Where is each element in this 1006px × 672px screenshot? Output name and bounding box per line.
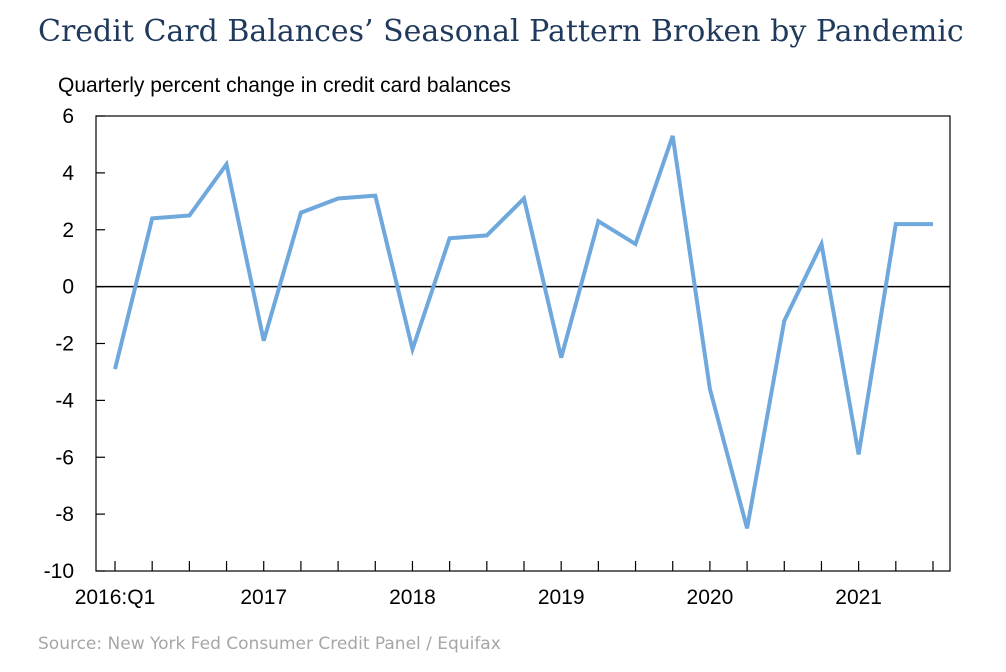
x-axis: 2016:Q1 2017 2018 2019 2020 2021 (75, 561, 934, 609)
y-tick-label: -8 (55, 503, 74, 526)
y-tick-label: 4 (62, 162, 74, 185)
plot-frame (95, 115, 951, 572)
source-note: Source: New York Fed Consumer Credit Pan… (38, 634, 501, 654)
x-tick-label: 2017 (240, 586, 287, 609)
series-line (113, 135, 933, 529)
series-group (113, 135, 934, 529)
x-tick-label: 2020 (687, 586, 734, 609)
y-tick-label: -6 (55, 446, 74, 469)
chart-subtitle: Quarterly percent change in credit card … (58, 74, 511, 97)
y-tick-label: 6 (62, 105, 74, 128)
y-tick-label: 0 (62, 276, 74, 299)
y-tick-label: -4 (55, 389, 74, 412)
x-tick-label: 2021 (835, 586, 882, 609)
x-tick-label: 2016:Q1 (75, 586, 156, 609)
chart-title: Credit Card Balances’ Seasonal Pattern B… (38, 14, 964, 49)
y-tick-label: 2 (62, 219, 74, 242)
y-axis: 6 4 2 0 -2 -4 -6 -8 -10 (44, 105, 105, 583)
y-tick-label: -2 (55, 333, 74, 356)
x-tick-label: 2018 (389, 586, 436, 609)
y-tick-label: -10 (44, 560, 74, 583)
x-tick-label: 2019 (538, 586, 585, 609)
